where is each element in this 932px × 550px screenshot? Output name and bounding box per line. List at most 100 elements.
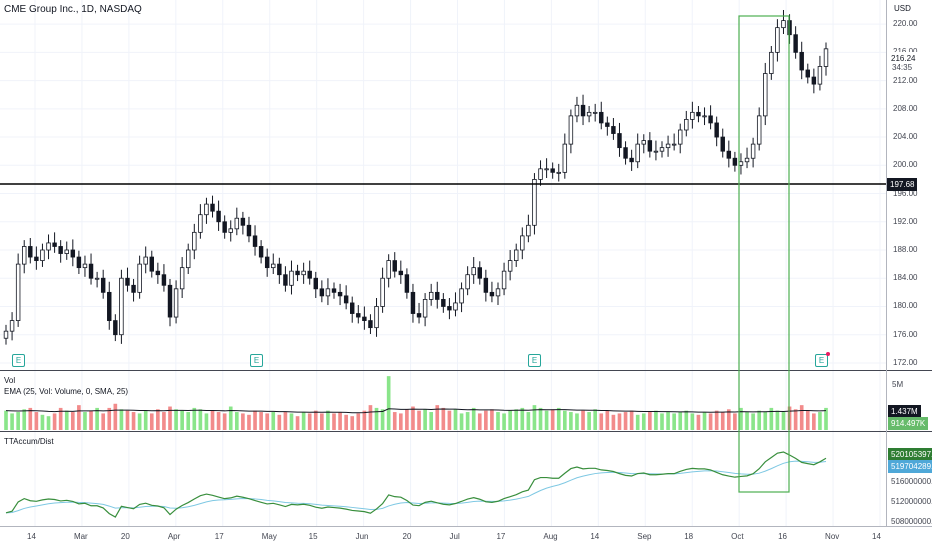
volume-bar [259, 412, 263, 430]
candle-body [246, 224, 252, 237]
candle-body [435, 291, 440, 300]
time-tick-label: 17 [214, 532, 224, 541]
candle-body [240, 217, 246, 226]
accum-pane-title[interactable]: TTAccum/Dist [4, 437, 54, 446]
volume-pane-title[interactable]: Vol [4, 376, 16, 385]
volume-bar [326, 410, 330, 430]
time-tick-label: Mar [73, 532, 88, 541]
candle-body [416, 313, 422, 318]
candle-body [611, 126, 616, 134]
volume-bar [107, 407, 112, 430]
candle-body [119, 277, 124, 336]
volume-bar [745, 412, 749, 430]
volume-bar [818, 412, 822, 430]
price-tick-label: 176.00 [893, 329, 918, 339]
time-tick-label: Nov [825, 532, 840, 541]
candle-body [210, 203, 215, 212]
earnings-marker-2[interactable]: E [250, 354, 263, 367]
volume-bar [234, 412, 239, 430]
candle-body [520, 235, 525, 251]
candle-body [556, 171, 561, 174]
highlight-box[interactable] [738, 15, 790, 493]
candle-body [562, 143, 568, 173]
volume-bar [757, 410, 762, 430]
candle-body [362, 316, 367, 321]
volume-bar [307, 413, 312, 430]
volume-bar [684, 410, 689, 430]
volume-bar [629, 410, 634, 430]
symbol-title[interactable]: CME Group Inc., 1D, NASDAQ [4, 4, 142, 15]
candle-body [386, 260, 391, 279]
candle-body [605, 122, 610, 127]
candle-body [46, 242, 51, 251]
volume-bar [83, 412, 87, 430]
volume-ema-label[interactable]: EMA (25, Vol: Volume, 0, SMA, 25) [4, 387, 129, 396]
candle-body [222, 221, 227, 233]
time-tick-label: 20 [402, 532, 412, 541]
volume-bar [350, 416, 355, 430]
candle-body [726, 150, 732, 159]
volume-bar [222, 413, 227, 430]
volume-bar [587, 412, 591, 430]
time-tick-label: 14 [27, 532, 36, 541]
candle-body [422, 299, 428, 318]
time-tick-label: Oct [731, 532, 744, 541]
price-tick-label: 212.00 [893, 75, 918, 85]
volume-bar [253, 410, 257, 430]
volume-axis-tick: 5M [892, 380, 904, 389]
candle-body [489, 291, 495, 297]
volume-bar [58, 407, 63, 430]
volume-bar [70, 412, 75, 430]
volume-bar [22, 409, 27, 430]
volume-bar [702, 412, 707, 430]
candle-body [58, 246, 63, 254]
volume-bar [812, 413, 816, 430]
price-tick-label: 172.00 [893, 357, 918, 367]
currency-label[interactable]: USD [894, 4, 911, 13]
volume-bar [241, 413, 245, 430]
candle-body [641, 140, 647, 145]
candle-body [483, 277, 489, 293]
time-tick-label: Jul [449, 532, 460, 541]
time-tick-label: 15 [308, 532, 318, 541]
volume-bar [247, 414, 251, 430]
candle-body [532, 179, 537, 226]
candle-body [708, 115, 713, 124]
earnings-marker-1[interactable]: E [12, 354, 25, 367]
candle-body [161, 274, 167, 286]
candle-body [781, 20, 786, 29]
candle-body [793, 34, 798, 53]
volume-bar [532, 405, 537, 430]
candle-body [82, 263, 88, 269]
earnings-marker-3[interactable]: E [528, 354, 541, 367]
volume-bar [769, 407, 774, 430]
volume-bar [641, 413, 646, 430]
candle-body [258, 246, 264, 258]
candle-body [295, 270, 300, 276]
volume-bar [733, 413, 737, 430]
support-price-tag: 197.68 [887, 178, 918, 191]
earnings-marker-4[interactable]: E [815, 354, 828, 367]
volume-bar [435, 405, 440, 430]
candle-body [374, 306, 379, 329]
candle-body [131, 284, 136, 293]
volume-bar [575, 413, 579, 430]
volume-bar [484, 410, 488, 430]
candle-body [313, 277, 319, 290]
candle-body [799, 51, 804, 71]
volume-bar [398, 413, 403, 430]
accum-tick-3: 508000000.00 [891, 517, 932, 526]
volume-bar [392, 412, 397, 430]
volume-bar [556, 407, 561, 430]
volume-bar [648, 412, 652, 430]
volume-bar [289, 413, 294, 430]
volume-bar [423, 409, 427, 430]
volume-bar [793, 409, 798, 430]
candle-body [763, 73, 768, 117]
candle-body [623, 147, 628, 159]
volume-bar [708, 413, 713, 430]
candle-body [216, 210, 221, 223]
candle-body [283, 274, 288, 286]
